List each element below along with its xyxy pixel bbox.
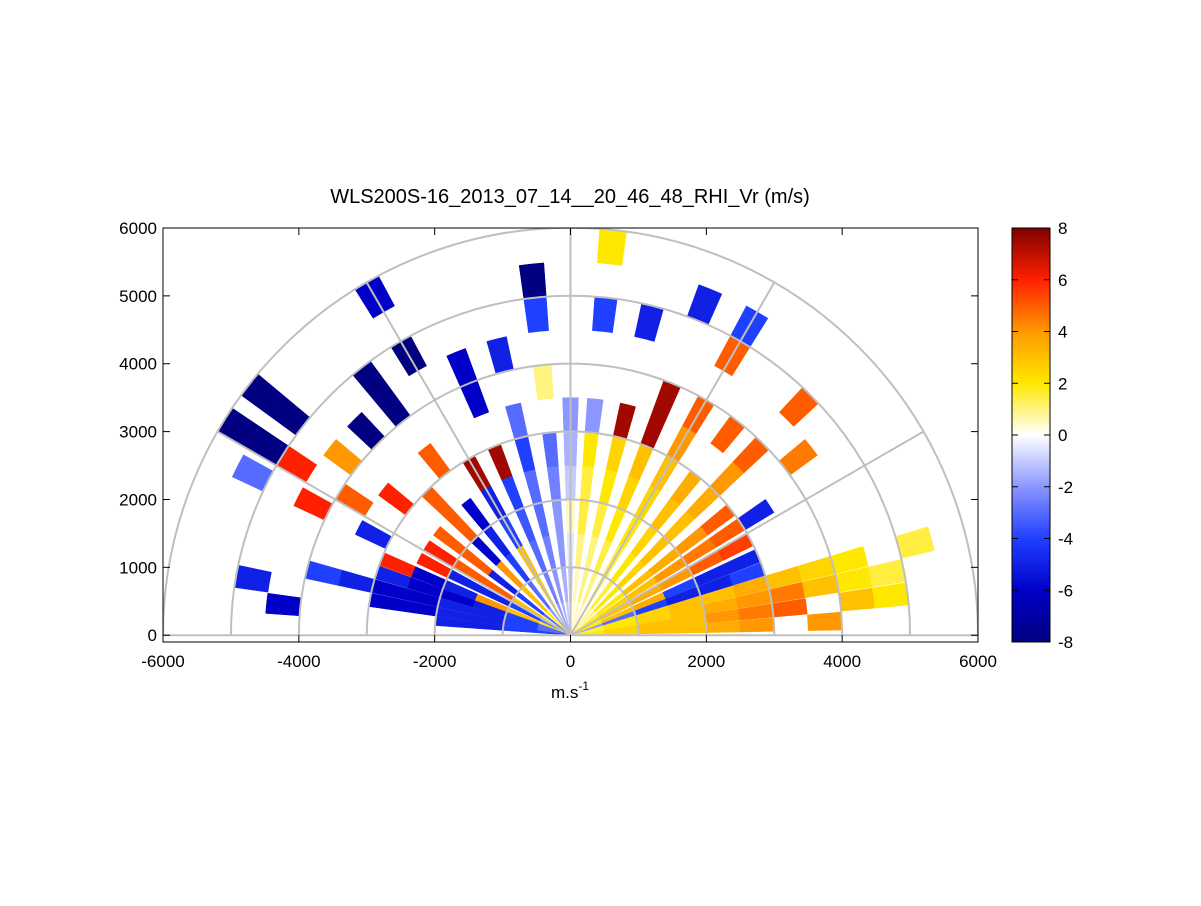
chart-title: WLS200S-16_2013_07_14__20_46_48_RHI_Vr (… — [330, 186, 810, 208]
velocity-cell — [592, 296, 618, 333]
colorbar — [1011, 227, 1051, 643]
x-tick-label: -4000 — [277, 652, 320, 671]
x-axis-label-sup: -1 — [578, 679, 589, 693]
velocity-cell — [518, 262, 547, 300]
y-tick-label: 6000 — [119, 219, 157, 238]
polar-spoke — [570, 430, 924, 637]
x-tick-label: 0 — [566, 652, 575, 671]
velocity-cell — [807, 611, 843, 631]
y-tick-label: 0 — [148, 626, 157, 645]
colorbar-axis: -8 -6 -4 -2 0 2 4 6 8 — [1012, 219, 1073, 652]
y-tick-label: 5000 — [119, 287, 157, 306]
y-tick-label: 4000 — [119, 355, 157, 374]
colorbar-tick-label: 6 — [1058, 271, 1067, 290]
colorbar-tick-label: 8 — [1058, 219, 1067, 238]
colorbar-tick-label: 2 — [1058, 374, 1067, 393]
x-tick-label: -6000 — [141, 652, 184, 671]
y-tick-label: 1000 — [119, 558, 157, 577]
x-tick-label: 4000 — [823, 652, 861, 671]
x-tick-label: -2000 — [413, 652, 456, 671]
colorbar-tick-label: 4 — [1058, 323, 1067, 342]
y-tick-label: 3000 — [119, 423, 157, 442]
x-axis-label-base: m.s — [551, 683, 578, 702]
colorbar-tick-label: 0 — [1058, 426, 1067, 445]
colorbar-tick-label: -4 — [1058, 530, 1073, 549]
polar-spoke — [217, 430, 571, 637]
colorbar-tick-label: -2 — [1058, 478, 1073, 497]
axes-box — [162, 227, 979, 643]
polar-ring — [163, 228, 978, 636]
polar-spoke — [365, 282, 572, 636]
colorbar-tick-label: -6 — [1058, 581, 1073, 600]
x-axis-label: m.s-1 — [551, 679, 589, 702]
velocity-cell — [596, 228, 627, 266]
polar-spoke — [569, 282, 776, 636]
x-tick-label: 2000 — [687, 652, 725, 671]
x-tick-label: 6000 — [959, 652, 997, 671]
y-tick-label: 2000 — [119, 490, 157, 509]
velocity-cell — [523, 296, 549, 333]
polar-grid — [163, 228, 978, 637]
axes: -6000 -4000 -2000 0 2000 4000 6000 0 1000 2000 300… — [119, 219, 997, 671]
colorbar-tick-label: -8 — [1058, 633, 1073, 652]
